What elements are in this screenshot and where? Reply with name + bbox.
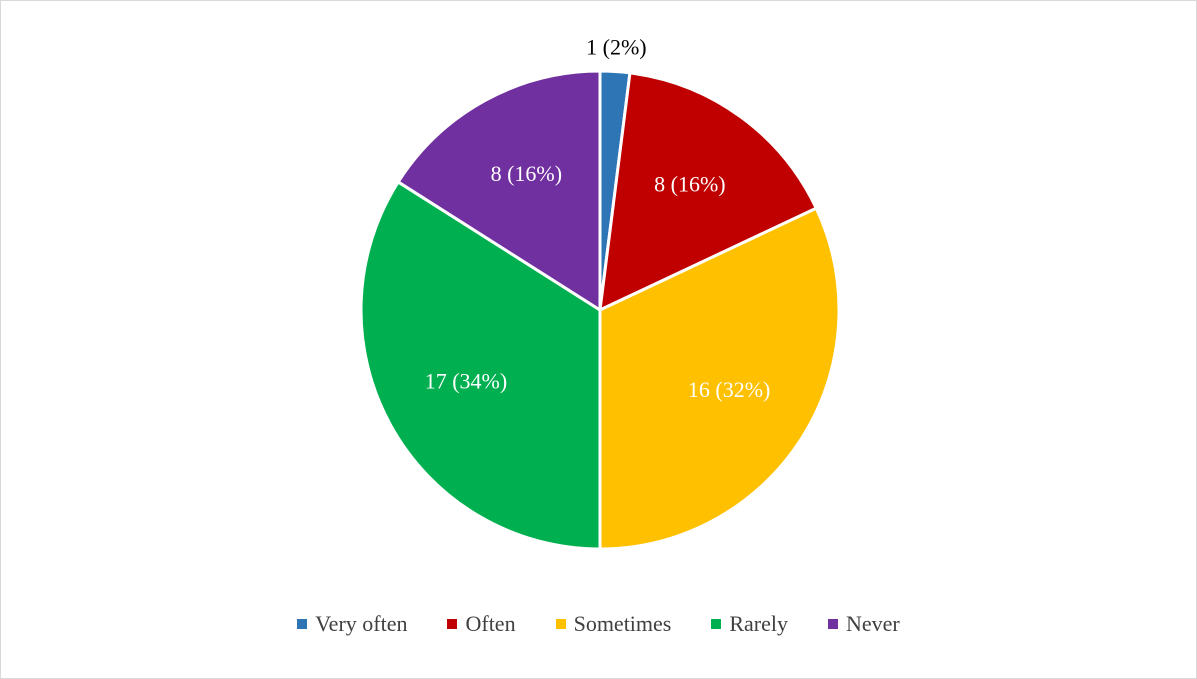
pie-slice-often — [598, 71, 818, 312]
legend-label: Never — [846, 611, 900, 636]
legend-item-rarely: Rarely — [711, 611, 788, 637]
legend-item-sometimes: Sometimes — [555, 611, 672, 637]
legend-item-very-often: Very often — [297, 611, 407, 637]
legend-label: Often — [465, 611, 516, 636]
legend-swatch — [297, 619, 308, 629]
legend-label: Very often — [315, 611, 408, 636]
data-label-sometimes: 16 (32%) — [688, 377, 770, 402]
legend-item-often: Often — [447, 611, 516, 637]
data-label-very-often: 1 (2%) — [586, 35, 646, 60]
legend-label: Rarely — [729, 611, 789, 636]
legend-swatch — [555, 619, 566, 629]
pie-slice-sometimes — [598, 206, 841, 551]
pie-slice-never — [396, 69, 602, 312]
legend-swatch — [711, 619, 722, 629]
legend-item-never: Never — [828, 611, 900, 637]
data-label-often: 8 (16%) — [654, 171, 725, 196]
data-label-rarely: 17 (34%) — [425, 369, 507, 394]
legend-label: Sometimes — [573, 611, 672, 636]
legend-swatch — [447, 619, 458, 629]
legend-swatch — [828, 619, 839, 629]
data-label-never: 8 (16%) — [491, 161, 562, 186]
legend: Very often Often Sometimes Rarely Never — [1, 611, 1196, 637]
